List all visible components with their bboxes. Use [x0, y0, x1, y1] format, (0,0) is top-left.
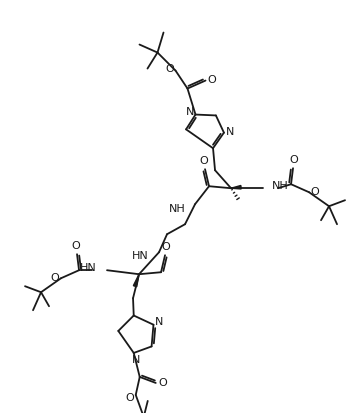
Text: NH: NH	[272, 181, 289, 191]
Text: O: O	[311, 187, 319, 197]
Text: O: O	[200, 156, 208, 166]
Text: O: O	[290, 155, 298, 165]
Text: O: O	[72, 241, 81, 251]
Text: NH: NH	[169, 204, 186, 214]
Text: O: O	[207, 74, 216, 85]
Text: O: O	[51, 273, 60, 283]
Polygon shape	[231, 185, 241, 189]
Text: N: N	[131, 355, 140, 365]
Text: HN: HN	[132, 251, 149, 261]
Text: HN: HN	[80, 263, 97, 273]
Text: O: O	[158, 378, 167, 388]
Text: N: N	[226, 127, 234, 137]
Text: N: N	[186, 107, 195, 116]
Text: O: O	[165, 64, 174, 74]
Text: O: O	[162, 242, 170, 252]
Text: N: N	[155, 317, 164, 327]
Polygon shape	[133, 274, 139, 287]
Text: O: O	[125, 393, 134, 403]
